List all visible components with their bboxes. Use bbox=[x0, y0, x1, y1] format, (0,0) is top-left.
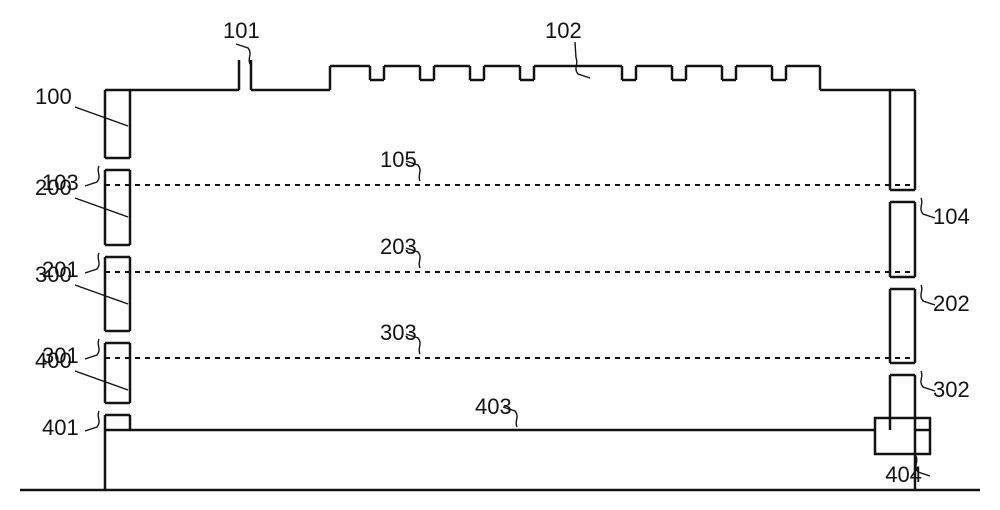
callout-201 bbox=[85, 253, 99, 273]
port-label-202: 202 bbox=[933, 291, 970, 316]
port-label-401: 401 bbox=[42, 415, 79, 440]
callout-301 bbox=[85, 339, 99, 359]
box-404 bbox=[875, 418, 930, 454]
top-label-102: 102 bbox=[545, 18, 582, 43]
port-label-201: 201 bbox=[42, 257, 79, 282]
callout-102 bbox=[576, 58, 590, 78]
leader bbox=[75, 285, 128, 304]
mid-label-303: 303 bbox=[380, 320, 417, 345]
port-label-301: 301 bbox=[42, 343, 79, 368]
layer-label-100: 100 bbox=[35, 84, 72, 109]
mid-label-105: 105 bbox=[380, 147, 417, 172]
leader bbox=[75, 371, 128, 390]
port-label-103: 103 bbox=[42, 170, 79, 195]
top-label-101: 101 bbox=[223, 18, 260, 43]
mid-label-403: 403 bbox=[475, 394, 512, 419]
port-label-302: 302 bbox=[933, 377, 970, 402]
callout-103 bbox=[85, 166, 99, 186]
leader bbox=[75, 198, 128, 217]
port-label-104: 104 bbox=[933, 204, 970, 229]
callout-401 bbox=[85, 411, 99, 431]
leader bbox=[75, 107, 128, 126]
leader-102 bbox=[575, 42, 576, 58]
mid-label-203: 203 bbox=[380, 234, 417, 259]
